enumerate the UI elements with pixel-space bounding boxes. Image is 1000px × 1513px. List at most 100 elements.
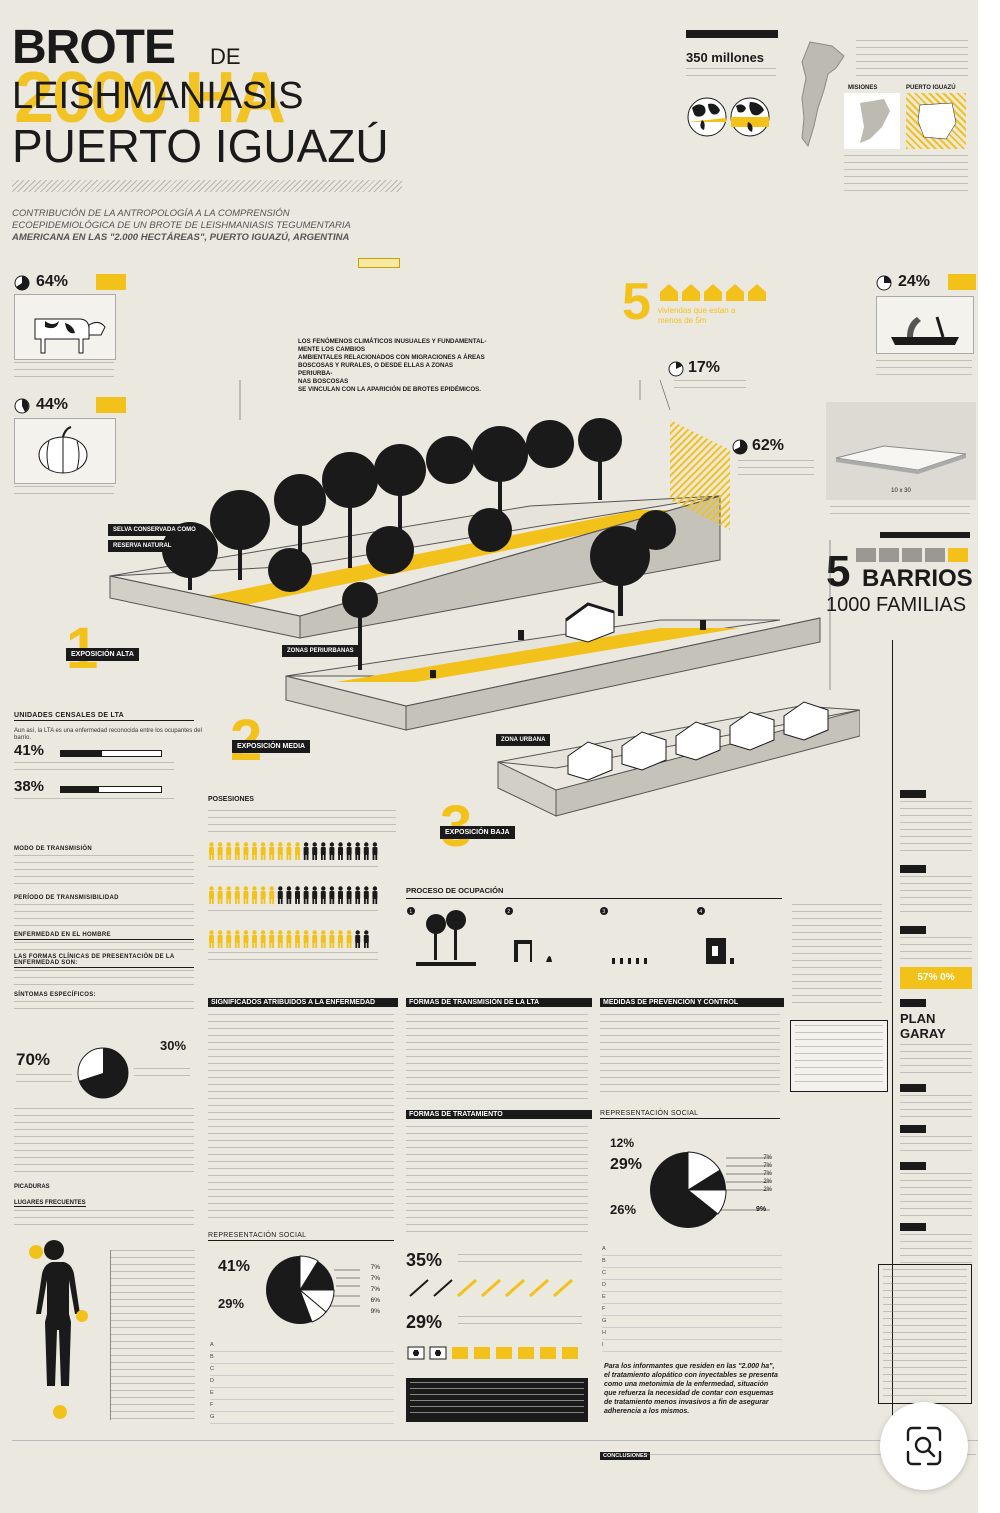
legend-letter: C	[210, 1366, 214, 1372]
percent-swatch	[948, 274, 976, 290]
timeline-text	[900, 1095, 972, 1119]
person-icon	[277, 886, 283, 904]
rep-left-values: 7% 7% 7% 6% 9%	[362, 1262, 380, 1317]
left-pie-chart	[77, 1047, 129, 1099]
infographic-poster: 2000 HA BROTE DE LEISHMANIASIS PUERTO IG…	[0, 0, 978, 1513]
rep-left-value: 7%	[370, 1264, 380, 1271]
person-icon	[363, 930, 369, 948]
dist62-caption	[738, 460, 814, 478]
selva-label: SELVA CONSERVADA COMO	[108, 524, 201, 536]
censal-41-percent: 41%	[14, 742, 45, 759]
modo-title: MODO DE TRANSMISIÓN	[14, 846, 93, 852]
person-icon	[209, 842, 214, 860]
medkit-icons-row	[407, 1346, 578, 1360]
legend-letter: I	[602, 1342, 604, 1348]
search-zoom-icon	[906, 1426, 942, 1466]
houses-number: 5	[622, 273, 651, 331]
medidas-title: MEDIDAS DE PREVENCIÓN Y CONTROL	[600, 998, 784, 1007]
world-globes-icon	[687, 97, 770, 137]
censal-41-bar-fill	[61, 751, 102, 756]
person-icon	[295, 886, 300, 904]
left-pie-cap1	[16, 1074, 72, 1084]
legend-letter: A	[602, 1246, 606, 1252]
person-icon	[234, 842, 240, 860]
legend-row: H	[602, 1328, 782, 1340]
rep-right-value: 7%	[763, 1155, 772, 1161]
rep-right-value: 7%	[763, 1171, 772, 1177]
rep-left-value: 6%	[370, 1297, 380, 1304]
sintomas-title: SÍNTOMAS ESPECÍFICOS:	[14, 992, 96, 998]
legend-row: E	[602, 1292, 782, 1304]
timeline-highlight: 57% 0%	[900, 967, 972, 989]
person-icon	[209, 886, 214, 904]
legend-letter: D	[210, 1378, 214, 1384]
svg-text:2: 2	[507, 909, 510, 915]
callout-line: MENTE LOS CAMBIOS	[298, 346, 366, 353]
title-hatch-divider	[12, 180, 402, 192]
left-pie-big: 70%	[16, 1050, 51, 1069]
timeline-text	[900, 1173, 972, 1217]
timeline: 57% 0% PLAN GARAY	[900, 790, 972, 1264]
legend-row: E	[210, 1388, 394, 1400]
legend-row: I	[602, 1340, 782, 1352]
periurbana-label: ZONAS PERIURBANAS	[282, 645, 359, 657]
legend-row: A	[602, 1244, 782, 1256]
person-icon	[346, 930, 352, 948]
proceso-rule	[406, 898, 782, 899]
person-icon	[320, 842, 326, 860]
rep-right-c: 26%	[610, 1202, 637, 1217]
legend-letter: B	[210, 1354, 214, 1360]
dist17-stat: 17%	[668, 358, 748, 378]
treatment-black-note	[406, 1378, 588, 1422]
pie-mini-icon	[668, 361, 684, 377]
censal-41-caption	[14, 762, 174, 774]
families-label: 1000 FAMILIAS	[826, 594, 967, 616]
legend-letter: C	[602, 1270, 606, 1276]
plot-caption	[830, 506, 970, 520]
person-icon	[269, 886, 275, 904]
censal-38-caption	[14, 798, 174, 804]
timeline-marker	[900, 1084, 926, 1092]
person-icon	[260, 930, 266, 948]
subtitle-line: ECOEPIDEMIOLÓGICA DE UN BROTE DE LEISHMA…	[12, 220, 351, 231]
person-icon	[243, 842, 249, 860]
person-icon	[234, 886, 240, 904]
percent-swatch	[96, 397, 126, 413]
urbana-label: ZONA URBANA	[496, 734, 551, 746]
rep-right-title: REPRESENTACIÓN SOCIAL	[600, 1110, 780, 1119]
footer-text	[646, 1454, 976, 1460]
legend-row: B	[210, 1352, 394, 1364]
timeline-marker	[900, 1223, 926, 1231]
person-icon	[346, 842, 352, 860]
world-header-bar	[686, 30, 778, 38]
proceso-title: PROCESO DE OCUPACIÓN	[406, 886, 504, 895]
person-icon	[209, 930, 214, 948]
rep-left-value: 9%	[370, 1308, 380, 1315]
person-icon	[372, 886, 378, 904]
person-icon	[269, 842, 275, 860]
legend-row: B	[602, 1256, 782, 1268]
person-icon	[252, 930, 257, 948]
censal-intro: Aun así, la LTA es una enfermedad recono…	[14, 728, 202, 741]
posesiones-row2-caption	[208, 910, 378, 916]
house-icons-row	[660, 284, 766, 301]
rep-left-big: 41%	[218, 1258, 251, 1275]
formas-trans-title: FORMAS DE TRANSMISIÓN DE LA LTA	[406, 998, 592, 1007]
left-text-column: MODO DE TRANSMISIÓN PERÍODO DE TRANSMISI…	[14, 846, 194, 1011]
person-icon	[269, 930, 275, 948]
legend-row: F	[602, 1304, 782, 1316]
dist62-percent: 62%	[752, 437, 785, 454]
quote-line: de tratamiento menos invasivos a fin de …	[604, 1399, 769, 1406]
posesiones-title: POSESIONES	[208, 796, 254, 803]
houses-caption: viviendas que estan a menos de 5m	[658, 306, 735, 326]
legend-row: F	[210, 1400, 394, 1412]
censal-41-bar	[60, 750, 162, 757]
subtitle-line: AMERICANA EN LAS "2.000 HECTÁREAS", PUER…	[12, 232, 350, 243]
zoom-button[interactable]	[880, 1402, 968, 1490]
rep-right-b: 29%	[610, 1156, 643, 1173]
person-icon	[320, 930, 326, 948]
rep-right-pie	[650, 1151, 770, 1228]
tools-percent: 24%	[898, 273, 931, 290]
timeline-marker	[900, 999, 926, 1007]
misiones-label: MISIONES	[848, 85, 878, 91]
